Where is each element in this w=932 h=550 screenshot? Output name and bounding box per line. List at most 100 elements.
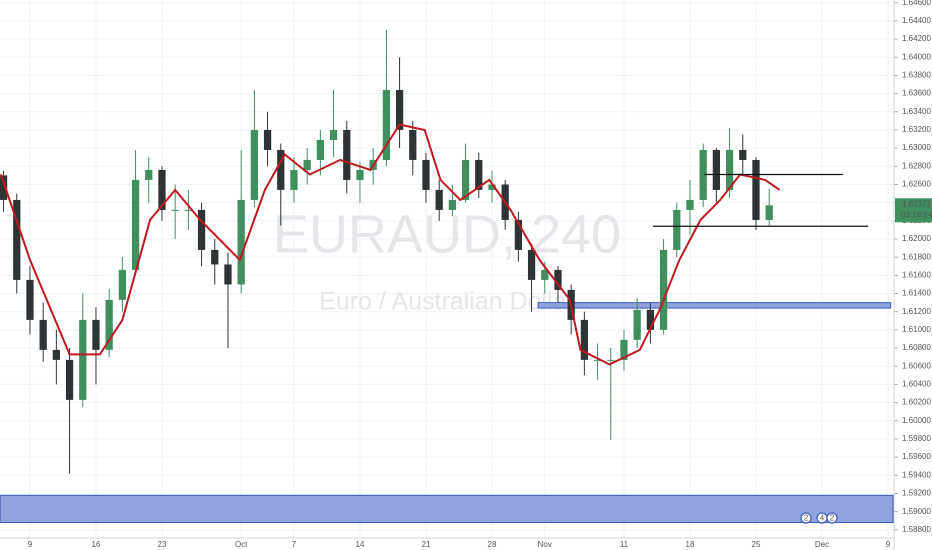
watermark-subtitle: Euro / Australian Dollar — [319, 288, 575, 316]
candle-body — [607, 359, 615, 361]
y-tick-label: 1.64600 — [902, 0, 931, 7]
x-tick-label: 14 — [356, 540, 365, 549]
zone — [0, 494, 894, 524]
candle-body — [395, 89, 404, 130]
candle-body — [0, 175, 8, 200]
event-badge — [826, 512, 838, 524]
y-tick-label: 1.61400 — [902, 289, 931, 298]
candle-body — [316, 139, 325, 160]
candle-body — [250, 129, 258, 200]
candle-body — [686, 199, 694, 210]
candle-body — [527, 249, 536, 280]
y-tick-label: 1.59800 — [902, 434, 931, 443]
x-tick-label: 18 — [686, 540, 695, 549]
x-tick-label: 28 — [488, 540, 497, 549]
candle-body — [237, 199, 245, 285]
event-label: 4 — [820, 514, 825, 523]
watermark-title: EURAUD, 240 — [273, 204, 621, 264]
y-tick-label: 1.63600 — [902, 89, 931, 98]
candle-body — [752, 159, 760, 220]
grid — [0, 0, 893, 538]
y-tick-label: 1.60200 — [902, 398, 931, 407]
y-tick-label: 1.61800 — [902, 252, 931, 261]
candle-body — [131, 179, 140, 270]
x-tick-label: Oct — [235, 540, 248, 549]
candle-body — [620, 339, 628, 360]
candle-body — [475, 159, 483, 190]
y-tick-label: 1.63400 — [902, 107, 931, 116]
y-tick-label: 1.61200 — [902, 307, 931, 316]
candle-body — [541, 269, 549, 280]
candle-body — [52, 349, 60, 360]
y-tick-label: 1.59600 — [902, 452, 931, 461]
candle-body — [158, 169, 166, 210]
candle-body — [580, 319, 589, 360]
candle-body — [514, 219, 523, 250]
candle-body — [422, 159, 430, 190]
moving-average — [0, 123, 781, 366]
candle-body — [739, 149, 747, 160]
x-tick-label: 16 — [92, 540, 101, 549]
y-tick-label: 1.58800 — [902, 525, 931, 534]
last-price-label: 1.62371 — [902, 199, 931, 208]
candle-body — [224, 264, 232, 285]
last-price-box — [895, 198, 932, 223]
candle-body — [145, 169, 153, 180]
zone — [537, 302, 892, 309]
candle-body — [277, 149, 285, 190]
candle-body — [329, 129, 338, 140]
y-tick-label: 1.63200 — [902, 125, 931, 134]
candle-body — [448, 199, 457, 210]
x-tick-label: 11 — [620, 540, 629, 549]
candle-body — [633, 309, 641, 340]
candle-body — [673, 209, 681, 250]
candle-body — [699, 149, 707, 200]
y-tick-label: 1.62800 — [902, 161, 931, 170]
countdown: 03:18:24 — [901, 210, 932, 219]
y-tick-label: 1.61000 — [902, 325, 931, 334]
candle-body — [118, 269, 126, 300]
x-tick-label: 9 — [28, 540, 33, 549]
candle-body — [488, 184, 496, 190]
candle-body — [65, 359, 74, 400]
event-badge — [800, 512, 812, 524]
candle-body — [263, 129, 272, 150]
y-tick-label: 1.62000 — [902, 234, 931, 243]
candle-body — [554, 269, 562, 290]
y-tick-label: 1.59000 — [902, 507, 931, 516]
y-tick-label: 1.62600 — [902, 180, 931, 189]
y-tick-label: 1.60600 — [902, 361, 931, 370]
y-tick-label: 1.59200 — [902, 489, 931, 498]
candle-body — [382, 89, 391, 160]
candle-body — [303, 159, 311, 170]
candle-body — [105, 299, 113, 350]
candle-body — [13, 199, 21, 280]
candle-body — [593, 359, 602, 361]
candle-body — [435, 189, 443, 210]
candle-body — [92, 319, 100, 350]
y-tick-label: 1.61600 — [902, 270, 931, 279]
axes: 1.58800 1.59000 1.59200 1.59400 1.59600 1.598… — [28, 0, 932, 549]
candle-body — [659, 249, 668, 330]
x-tick-label: 25 — [752, 540, 761, 549]
y-tick-label: 1.63800 — [902, 71, 931, 80]
x-tick-label: Nov — [538, 540, 552, 549]
y-tick-label: 1.60000 — [902, 416, 931, 425]
candle-body — [197, 209, 206, 250]
candle-body — [725, 149, 734, 190]
candle-body — [39, 319, 47, 350]
candle-body — [409, 129, 417, 160]
event-label: 2 — [804, 514, 809, 523]
candle-body — [171, 209, 179, 211]
candle-body — [79, 319, 87, 400]
candle-body — [356, 169, 364, 180]
candle-body — [26, 279, 34, 320]
candle-body — [712, 149, 721, 190]
event-label: 2 — [830, 514, 835, 523]
candle-body — [343, 129, 351, 180]
y-tick-label: 1.64000 — [902, 52, 931, 61]
x-tick-label: 9 — [886, 540, 891, 549]
